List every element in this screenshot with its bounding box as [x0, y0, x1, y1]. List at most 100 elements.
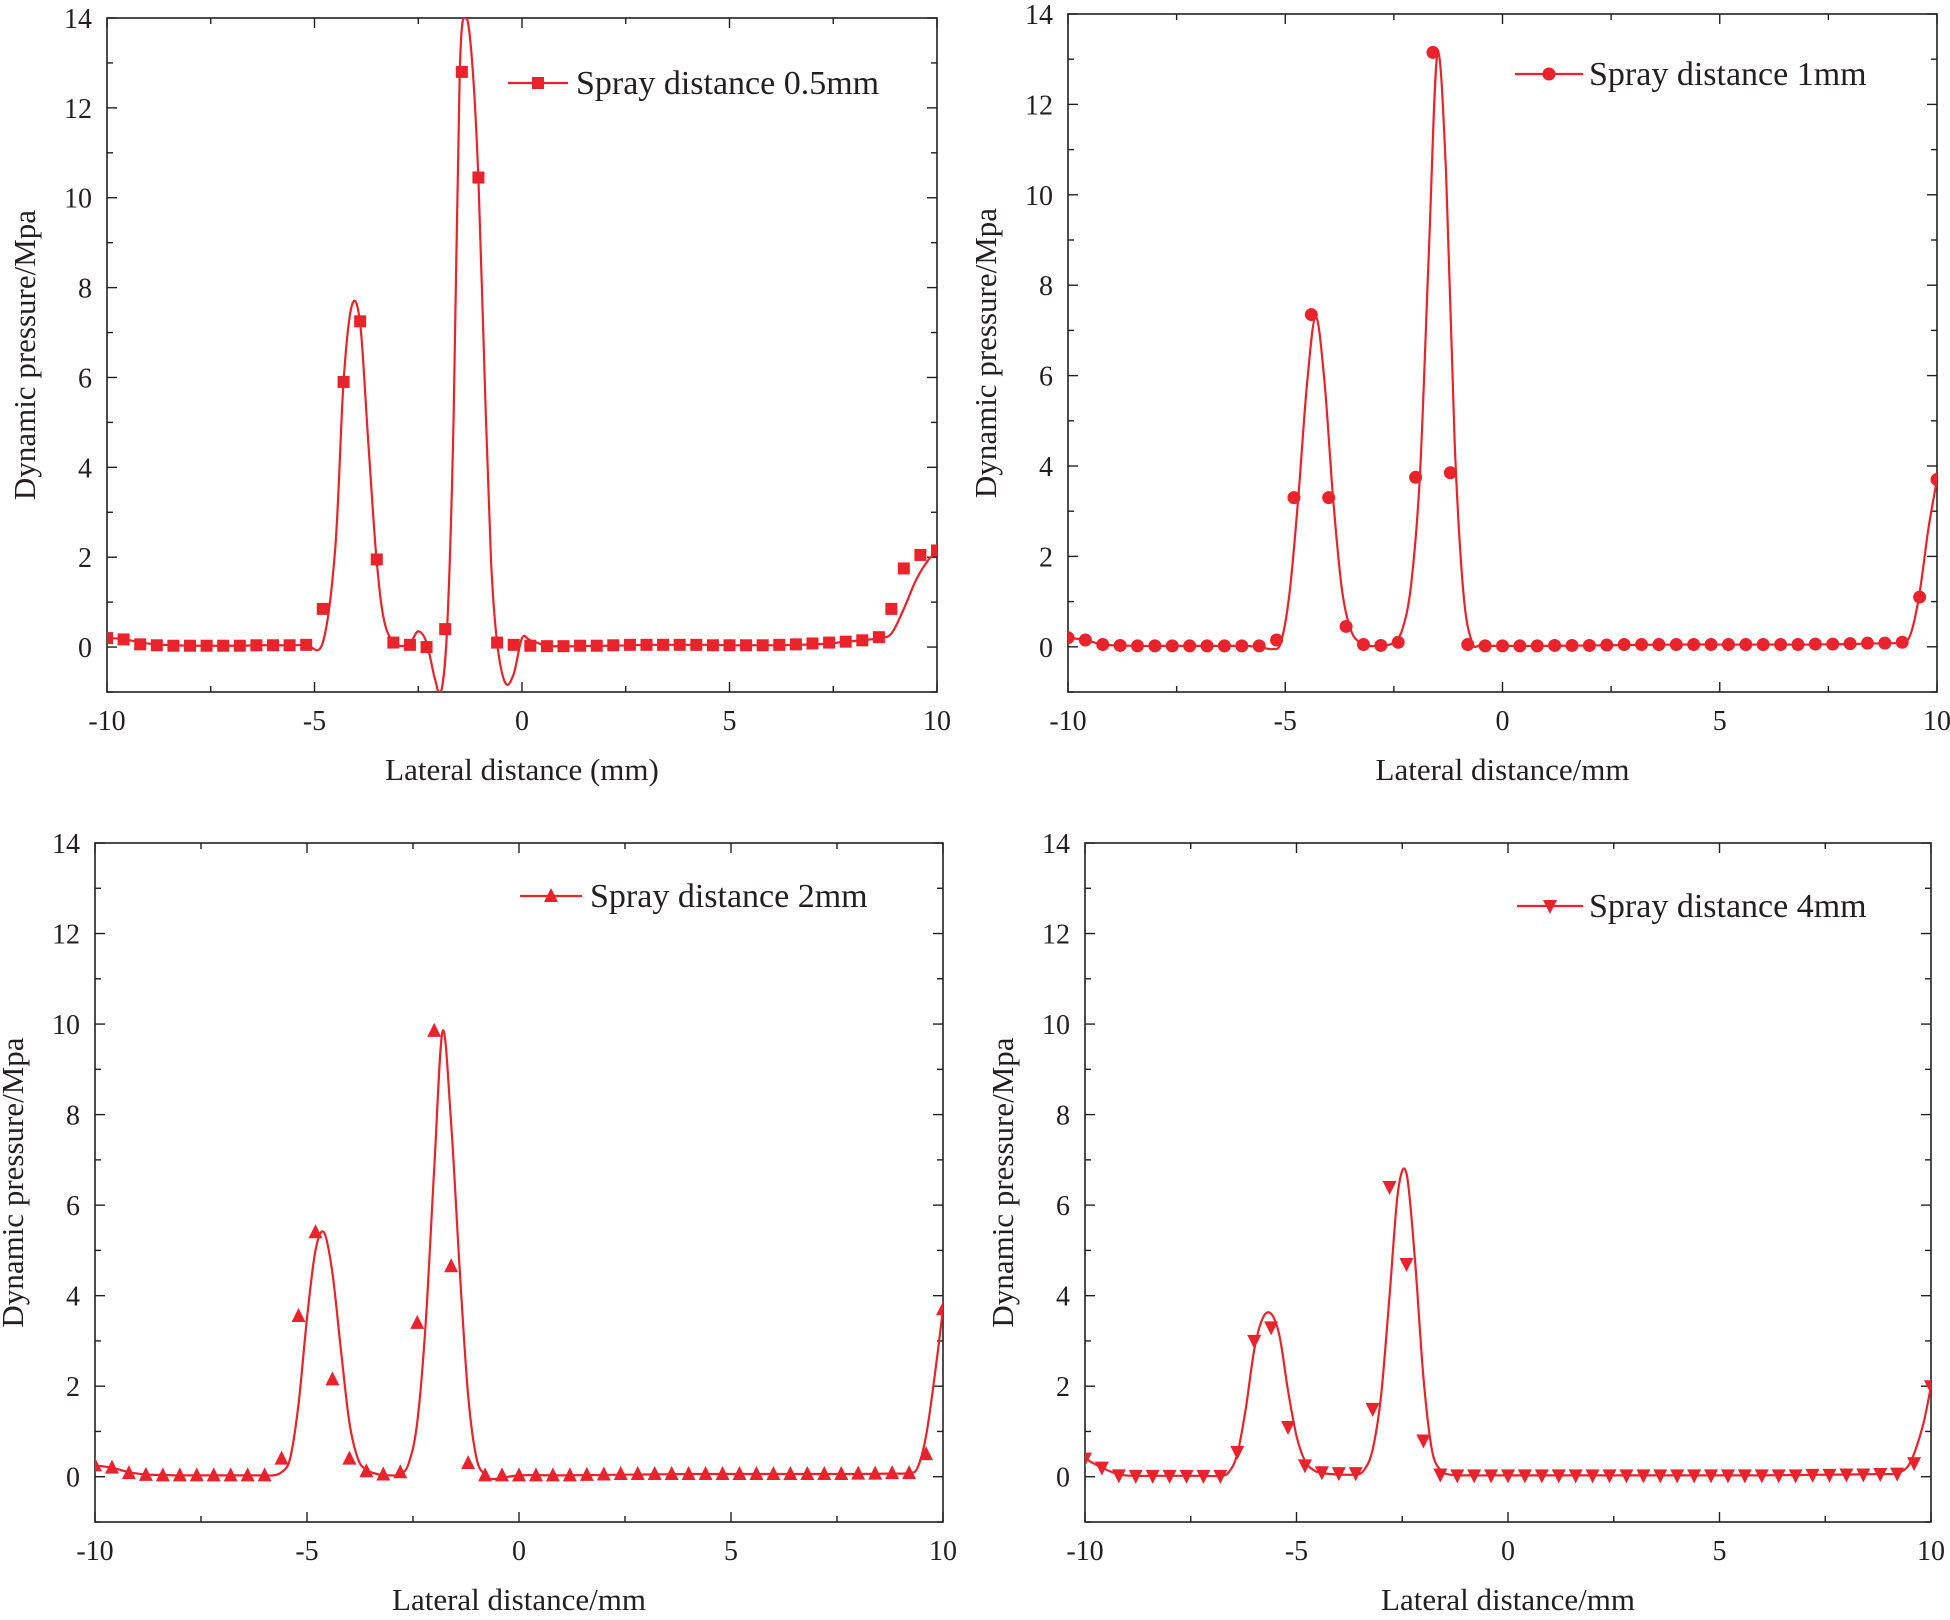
chart-a-data-point	[885, 602, 898, 615]
chart-b-data-point	[1078, 633, 1092, 647]
chart-d-data-point	[1128, 1469, 1143, 1484]
chart-b-data-point	[1113, 638, 1127, 652]
chart-d-data-point	[1653, 1469, 1668, 1484]
chart-a-x-axis-label: Lateral distance (mm)	[385, 752, 659, 787]
chart-c-data-point	[562, 1467, 577, 1482]
chart-a-data-point	[150, 639, 163, 652]
chart-d-legend: Spray distance 4mm	[1517, 888, 1867, 925]
chart-c-data-point	[410, 1314, 425, 1329]
chart-a-x-tick-label: 5	[723, 706, 737, 737]
chart-a-data-point	[590, 639, 603, 652]
chart-d-series-line	[1085, 1167, 1931, 1478]
chart-c-data-point	[664, 1466, 679, 1481]
chart-d-data-point	[1822, 1468, 1837, 1483]
chart-d-data-point	[1314, 1466, 1329, 1481]
chart-c-data-point	[376, 1466, 391, 1481]
chart-a-data-point	[657, 638, 670, 651]
chart-b-y-tick-label: 4	[1039, 452, 1053, 483]
chart-a-y-tick-label: 10	[64, 184, 92, 215]
chart-d-data-point	[1704, 1469, 1719, 1484]
chart-c-data-point	[393, 1464, 408, 1479]
chart-b-data-point	[1356, 638, 1370, 652]
chart-a-data-point	[250, 639, 263, 652]
chart-a-data-point	[914, 548, 927, 561]
chart-a-data-point	[823, 636, 836, 649]
chart-a-data-point	[640, 638, 653, 651]
chart-c-data-point	[885, 1465, 900, 1480]
chart-a-data-point	[557, 640, 570, 653]
chart-a-data-point	[403, 638, 416, 651]
chart-b-data-point	[1600, 638, 1614, 652]
chart-a-data-point	[233, 639, 246, 652]
chart-b-x-tick-label: 10	[1923, 706, 1950, 737]
chart-a-data-point	[387, 636, 400, 649]
chart-a-data-point	[607, 639, 620, 652]
chart-c-data-point	[206, 1467, 221, 1482]
chart-d-data-point	[1484, 1469, 1499, 1484]
chart-a-y-axis-label: Dynamic pressure/Mpa	[7, 210, 42, 500]
chart-d-data-point	[1907, 1457, 1922, 1472]
chart-a-data-point	[200, 639, 213, 652]
chart-a-data-point	[107, 632, 113, 645]
chart-d-data-point	[1399, 1257, 1414, 1272]
chart-d-data-point	[1467, 1469, 1482, 1484]
chart-c-data-point	[257, 1467, 272, 1482]
chart-d-data-point	[1501, 1469, 1515, 1484]
chart-b-legend: Spray distance 1mm	[1515, 56, 1867, 93]
chart-d-data-point	[1416, 1434, 1431, 1449]
chart-a-data-point	[184, 639, 196, 652]
chart-a-x-tick-label: 0	[515, 706, 529, 737]
chart-a-series-line	[107, 18, 937, 692]
chart-c-data-point	[732, 1466, 747, 1481]
chart-a-y-tick-label: 14	[64, 4, 92, 35]
chart-b-series-group	[1068, 45, 1937, 653]
chart-a-y-tick-label: 12	[64, 94, 92, 125]
chart-d-data-point	[1788, 1469, 1803, 1484]
chart-b-data-point	[1548, 638, 1562, 652]
chart-a-data-point	[789, 638, 802, 651]
chart-b-data-point	[1391, 635, 1405, 649]
chart-a-data-point	[706, 639, 719, 652]
chart-a-x-tick-label: -5	[303, 706, 326, 737]
chart-a-data-point	[472, 171, 485, 184]
chart-b-legend-label: Spray distance 1mm	[1589, 56, 1867, 93]
chart-d-x-tick-label: -5	[1285, 1536, 1308, 1567]
chart-a-x-tick-label: -10	[88, 706, 125, 737]
chart-b-y-tick-label: 2	[1039, 542, 1053, 573]
chart-c-data-point	[783, 1466, 798, 1481]
chart-b-data-point	[1739, 638, 1753, 652]
chart-b: -10 -5 0 5 10 0 2 4 6 8 10 12 14 Lateral distance/mm D…	[968, 0, 1950, 787]
chart-d-y-tick-label: 0	[1056, 1463, 1070, 1494]
chart-d-data-point	[1281, 1420, 1296, 1435]
chart-c-plot-frame	[94, 842, 944, 1523]
chart-d-y-tick-label: 12	[1042, 920, 1070, 951]
chart-b-data-point	[1478, 639, 1492, 653]
chart-a-legend: Spray distance 0.5mm	[508, 65, 879, 102]
chart-c-data-point	[223, 1467, 238, 1482]
chart-a-y-tick-label: 4	[78, 453, 92, 484]
chart-d-x-axis-label: Lateral distance/mm	[1381, 1582, 1635, 1617]
chart-b-data-point	[1791, 638, 1805, 652]
chart-c-x-axis-label: Lateral distance/mm	[392, 1582, 646, 1617]
chart-d-data-point	[1162, 1469, 1177, 1484]
chart-b-data-point	[1756, 638, 1770, 652]
chart-c-y-tick-label: 12	[52, 920, 80, 951]
chart-b-series-line	[1068, 51, 1937, 651]
chart-a-data-point	[420, 641, 433, 654]
chart-b-data-point	[1374, 638, 1388, 652]
chart-b-data-point	[1565, 638, 1579, 652]
chart-d-y-tick-label: 2	[1056, 1372, 1070, 1403]
chart-d-data-point	[1348, 1467, 1363, 1482]
chart-d-data-point	[1619, 1469, 1634, 1484]
chart-a-data-point	[856, 634, 869, 647]
chart-d-data-point	[1145, 1469, 1160, 1484]
chart-c-data-point	[444, 1258, 459, 1273]
chart-d-data-point	[1636, 1469, 1651, 1484]
chart-a-data-point	[354, 315, 367, 328]
chart-a-data-point	[839, 635, 852, 648]
chart-c-data-point	[308, 1224, 323, 1239]
chart-b-data-point	[1652, 638, 1666, 652]
chart-b-data-point	[1096, 638, 1110, 652]
chart-d-data-point	[1805, 1468, 1820, 1483]
chart-d-data-point	[1839, 1468, 1854, 1483]
